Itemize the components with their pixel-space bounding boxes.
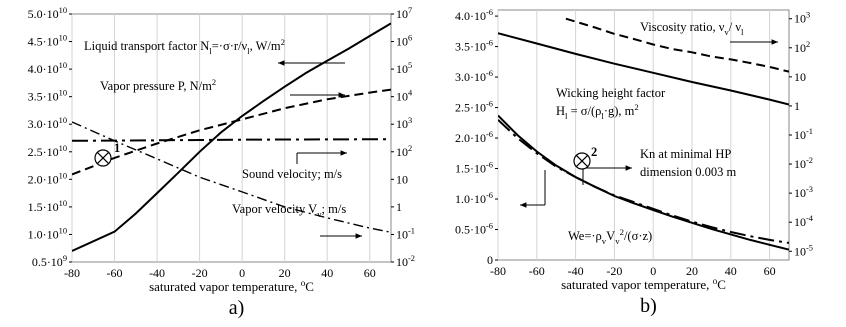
series-line-vapor-velocity-v bbox=[72, 121, 391, 233]
x-tick-label: 0 bbox=[650, 264, 656, 278]
y-left-tick-label: 3.0·1010 bbox=[28, 116, 67, 131]
y-right-tick-label: 10 bbox=[794, 70, 806, 84]
y-left-tick-label: 3.5·1010 bbox=[28, 89, 67, 104]
x-tick-label: -60 bbox=[529, 264, 545, 278]
x-tick-label: 20 bbox=[686, 264, 698, 278]
x-tick-label: -80 bbox=[64, 266, 80, 280]
y-left-tick-label: 1.0·10-6 bbox=[455, 191, 493, 206]
annotation-sound-velocity: Sound velocity; m/s bbox=[242, 167, 342, 181]
y-left-tick-label: 0.5·109 bbox=[32, 254, 67, 269]
y-left-tick-label: 1.5·1010 bbox=[28, 199, 67, 214]
series-line-sound-velocity bbox=[72, 138, 391, 142]
y-right-tick-label: 1 bbox=[396, 200, 402, 214]
series-line-liquid-transport-factor-n bbox=[72, 22, 391, 252]
x-tick-label: -20 bbox=[192, 266, 208, 280]
marker-1-icon-cross bbox=[96, 151, 110, 165]
x-tick-label: -40 bbox=[568, 264, 584, 278]
y-left-tick-label: 4.0·10-6 bbox=[455, 8, 493, 23]
y-left-tick-label: 1.5·10-6 bbox=[455, 161, 493, 176]
y-right-tick-label: 10-2 bbox=[396, 254, 415, 269]
x-tick-label: 0 bbox=[239, 266, 245, 280]
panel-b: -80 -60 -40 -20 0 20 40 60 0 0.5·10-6 1.0·10-6 1.5·… bbox=[455, 8, 814, 317]
annotation-kn-line2: dimension 0.003 m bbox=[640, 165, 736, 179]
y-left-tick-label: 3.0·10-6 bbox=[455, 69, 493, 84]
y-left-tick-label: 0.5·10-6 bbox=[455, 222, 493, 237]
y-right-tick-label: 10-3 bbox=[794, 185, 813, 200]
y-left-tick-label: 0 bbox=[487, 253, 493, 267]
y-right-tick-label: 10 bbox=[396, 172, 408, 186]
y-right-tick-label: 10-2 bbox=[794, 156, 813, 171]
marker-2-label: 2 bbox=[591, 145, 597, 159]
series-line-kn bbox=[498, 114, 789, 251]
y-right-tick-label: 102 bbox=[396, 144, 412, 159]
annotation-vapor-pressure: Vapor pressure P, N/m2 bbox=[100, 77, 216, 93]
x-tick-label: 60 bbox=[764, 264, 776, 278]
x-axis-label: saturated vapor temperature, oC bbox=[561, 276, 726, 292]
y-right-tick-label: 103 bbox=[794, 11, 810, 26]
annotation-viscosity-ratio: Viscosity ratio, νv/ νl bbox=[640, 20, 744, 37]
y-left-tick-label: 4.5·1010 bbox=[28, 34, 67, 49]
arrow-kn-head bbox=[625, 165, 632, 171]
y-left-tick-label: 2.5·1010 bbox=[28, 144, 67, 159]
y-right-tick-label: 10-1 bbox=[396, 226, 415, 241]
x-tick-label: 20 bbox=[279, 266, 291, 280]
y-right-tick-label: 1 bbox=[794, 99, 800, 113]
arrow-vapor-velocity-head bbox=[355, 233, 362, 239]
marker-2-icon-cross bbox=[575, 154, 589, 168]
plot-frame bbox=[497, 9, 790, 261]
arrow-we-head bbox=[520, 202, 527, 208]
annotation-kn-line1: Kn at minimal HP bbox=[640, 147, 731, 161]
y-right-tick-label: 102 bbox=[794, 40, 810, 55]
y-right-tick-label: 107 bbox=[396, 6, 412, 21]
x-axis-label: saturated vapor temperature, oC bbox=[149, 278, 314, 294]
series-line-viscosity-ratio bbox=[565, 17, 789, 73]
arrow-liquid-transport-head bbox=[278, 60, 285, 66]
y-left-tick-label: 5.0·1010 bbox=[28, 6, 67, 21]
annotation-liquid-transport: Liquid transport factor Nl=·σ·r/νl, W/m2 bbox=[84, 37, 285, 56]
marker-1-label: 1 bbox=[114, 141, 120, 155]
panel-label: b) bbox=[640, 295, 657, 317]
y-left-tick-label: 2.0·10-6 bbox=[455, 130, 493, 145]
y-right-tick-label: 105 bbox=[396, 61, 412, 76]
x-tick-label: 40 bbox=[321, 266, 333, 280]
y-left-tick-label: 3.5·10-6 bbox=[455, 39, 493, 54]
annotation-vapor-velocity: Vapor velocity Vv; m/s bbox=[232, 202, 346, 219]
panel-a: -80 -60 -40 -20 0 20 40 60 0.5·109 1.0·1010 1.5·10… bbox=[28, 6, 415, 319]
x-tick-label: 40 bbox=[725, 264, 737, 278]
y-left-tick-label: 4.0·1010 bbox=[28, 61, 67, 76]
arrow-sound-velocity-head bbox=[340, 150, 347, 156]
y-right-tick-label: 10-5 bbox=[794, 243, 813, 258]
x-tick-label: 60 bbox=[364, 266, 376, 280]
annotation-wicking-line1: Wicking height factor bbox=[556, 86, 666, 100]
x-tick-label: -80 bbox=[490, 264, 506, 278]
annotation-wicking-line2: Hl = σ/(ρl·g), m2 bbox=[556, 102, 639, 121]
arrow-vapor-pressure-head bbox=[338, 92, 345, 98]
series-line-vapor-pressure-p bbox=[72, 88, 391, 176]
series-line-wicking-height-factor-h bbox=[498, 32, 789, 106]
x-tick-label: -20 bbox=[606, 264, 622, 278]
y-left-tick-label: 1.0·1010 bbox=[28, 226, 67, 241]
y-right-tick-label: 10-1 bbox=[794, 127, 813, 142]
y-right-tick-label: 103 bbox=[396, 116, 412, 131]
x-tick-label: -60 bbox=[107, 266, 123, 280]
series-line-we bbox=[498, 119, 789, 244]
y-left-tick-label: 2.0·1010 bbox=[28, 171, 67, 186]
y-left-tick-label: 2.5·10-6 bbox=[455, 100, 493, 115]
annotation-we: We=·ρvVv2/(σ·z) bbox=[568, 227, 652, 246]
y-right-tick-label: 106 bbox=[396, 34, 412, 49]
arrow-viscosity-ratio-head bbox=[771, 39, 778, 45]
y-right-tick-label: 104 bbox=[396, 89, 413, 104]
panel-label: a) bbox=[229, 297, 245, 319]
x-tick-label: -40 bbox=[149, 266, 165, 280]
y-right-tick-label: 10-4 bbox=[794, 214, 814, 229]
